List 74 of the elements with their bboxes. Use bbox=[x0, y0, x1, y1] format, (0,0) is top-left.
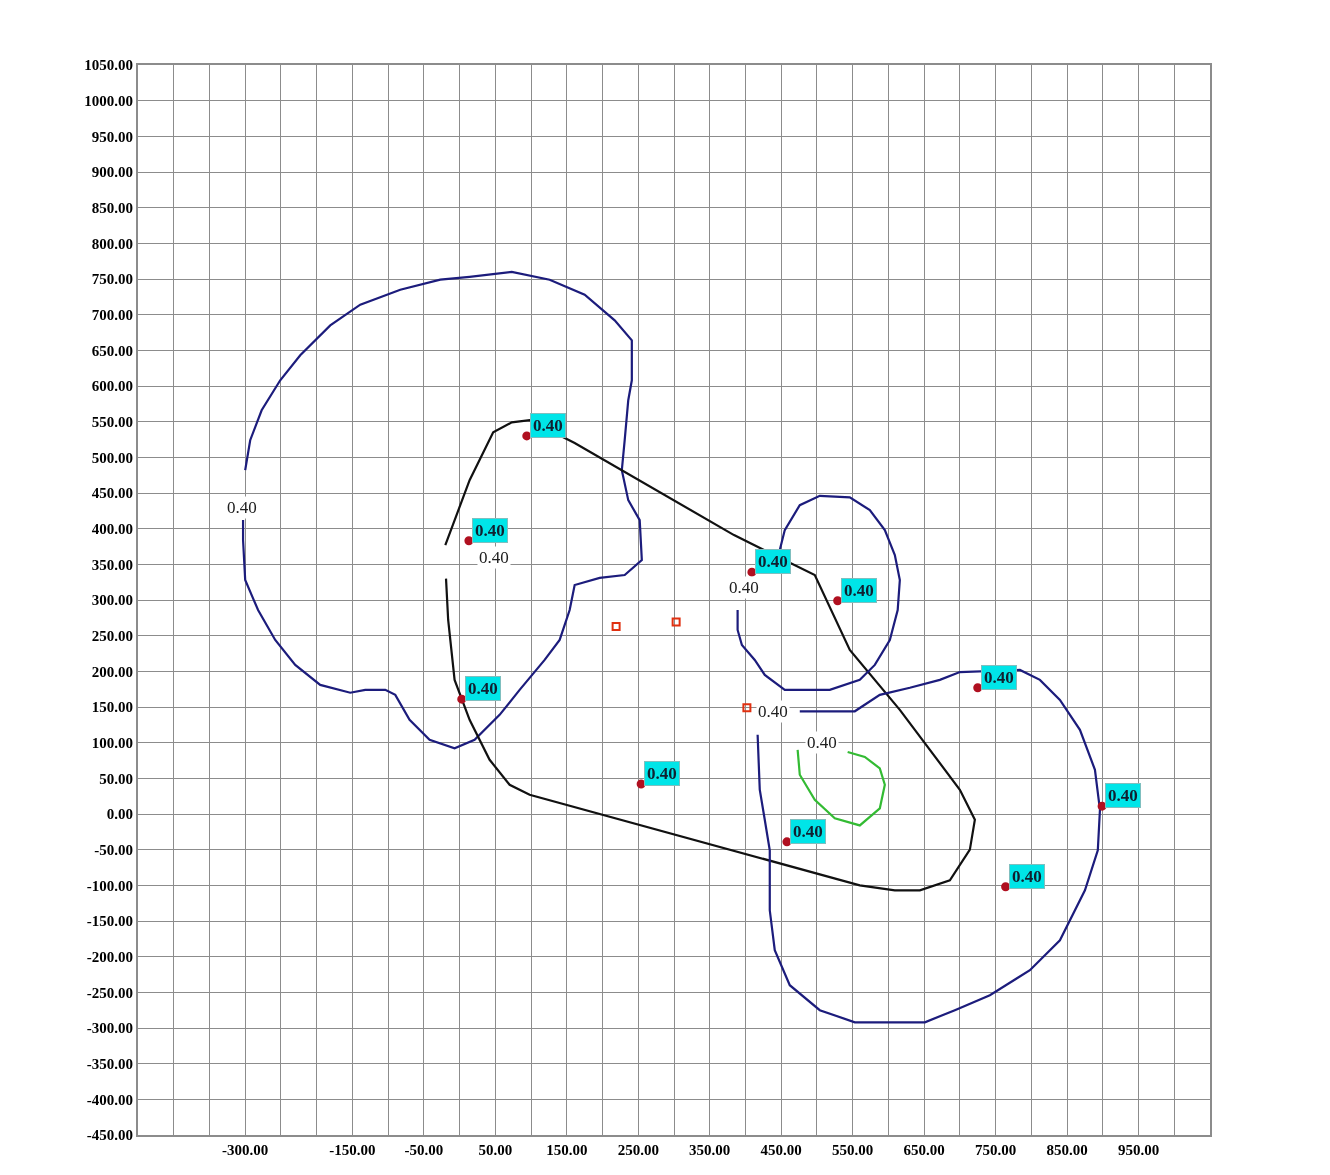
y-tick-label: -100.00 bbox=[86, 877, 133, 894]
annotation: 0.40 bbox=[475, 521, 505, 540]
y-tick-label: 250.00 bbox=[91, 627, 133, 644]
annotation: 0.40 bbox=[984, 668, 1014, 687]
y-tick-label: -300.00 bbox=[86, 1020, 133, 1037]
y-tick-label: -450.00 bbox=[86, 1127, 133, 1144]
x-tick-label: 250.00 bbox=[617, 1142, 659, 1158]
point bbox=[973, 683, 983, 693]
annotation: 0.40 bbox=[533, 416, 563, 435]
y-tick-label: 500.00 bbox=[91, 449, 133, 466]
y-tick-label: 200.00 bbox=[91, 663, 133, 680]
annotation: 0.40 bbox=[844, 581, 874, 600]
annotation: 0.40 bbox=[1108, 786, 1138, 805]
y-tick-label: 350.00 bbox=[91, 556, 133, 573]
y-tick-label: -200.00 bbox=[86, 948, 133, 965]
point bbox=[636, 779, 646, 789]
x-tick-label: -300.00 bbox=[222, 1142, 269, 1158]
annotation: 0.40 bbox=[793, 822, 823, 841]
y-tick-label: 100.00 bbox=[91, 734, 133, 751]
annotation: 0.40 bbox=[647, 764, 677, 783]
y-tick-label: 700.00 bbox=[91, 306, 133, 323]
y-tick-label: 750.00 bbox=[91, 271, 133, 288]
line-series bbox=[444, 419, 976, 892]
y-tick-label: 900.00 bbox=[91, 164, 133, 181]
point bbox=[522, 431, 532, 441]
y-tick-label: 650.00 bbox=[91, 342, 133, 359]
y-tick-label: 950.00 bbox=[91, 128, 133, 145]
annotation: 0.40 bbox=[758, 702, 788, 721]
point bbox=[1001, 882, 1011, 892]
point bbox=[464, 536, 474, 546]
y-tick-label: -150.00 bbox=[86, 913, 133, 930]
y-tick-label: 850.00 bbox=[91, 199, 133, 216]
y-tick-label: -250.00 bbox=[86, 984, 133, 1001]
x-tick-label: -50.00 bbox=[404, 1142, 444, 1158]
line-series bbox=[796, 748, 886, 827]
y-tick-label: 400.00 bbox=[91, 520, 133, 537]
annotation: 0.40 bbox=[468, 679, 498, 698]
y-tick-label: 550.00 bbox=[91, 413, 133, 430]
x-tick-label: 950.00 bbox=[1117, 1142, 1160, 1158]
point bbox=[671, 617, 681, 627]
x-tick-label: -150.00 bbox=[329, 1142, 376, 1158]
x-tick-label: 150.00 bbox=[546, 1142, 588, 1158]
x-tick-label: 50.00 bbox=[478, 1142, 513, 1158]
y-tick-label: 800.00 bbox=[91, 235, 133, 252]
annotation: 0.40 bbox=[1012, 867, 1042, 886]
annotation: 0.40 bbox=[729, 578, 759, 597]
y-tick-label: 50.00 bbox=[99, 770, 133, 787]
annotation: 0.40 bbox=[807, 733, 837, 752]
point bbox=[742, 703, 752, 713]
y-tick-label: 1000.00 bbox=[84, 92, 133, 109]
y-tick-label: -350.00 bbox=[86, 1055, 133, 1072]
y-tick-label: -50.00 bbox=[94, 841, 133, 858]
x-tick-label: 850.00 bbox=[1046, 1142, 1088, 1158]
point bbox=[1097, 801, 1107, 811]
annotation: 0.40 bbox=[758, 552, 788, 571]
point bbox=[782, 837, 792, 847]
annotation: 0.40 bbox=[479, 548, 509, 567]
x-tick-label: 550.00 bbox=[832, 1142, 874, 1158]
point bbox=[457, 694, 467, 704]
annotation: 0.40 bbox=[227, 498, 257, 517]
x-tick-label: 450.00 bbox=[760, 1142, 802, 1158]
x-tick-label: 650.00 bbox=[903, 1142, 945, 1158]
y-tick-label: 1050.00 bbox=[84, 57, 133, 74]
y-tick-label: 0.00 bbox=[106, 806, 133, 823]
point bbox=[833, 596, 843, 606]
point bbox=[611, 621, 621, 631]
y-tick-label: 300.00 bbox=[91, 592, 133, 609]
x-tick-label: 350.00 bbox=[689, 1142, 731, 1158]
y-tick-label: 450.00 bbox=[91, 485, 133, 502]
y-tick-label: -400.00 bbox=[86, 1091, 133, 1108]
x-tick-label: 750.00 bbox=[974, 1142, 1017, 1158]
point bbox=[747, 567, 757, 577]
y-tick-label: 150.00 bbox=[91, 699, 133, 716]
y-tick-label: 600.00 bbox=[91, 378, 133, 395]
